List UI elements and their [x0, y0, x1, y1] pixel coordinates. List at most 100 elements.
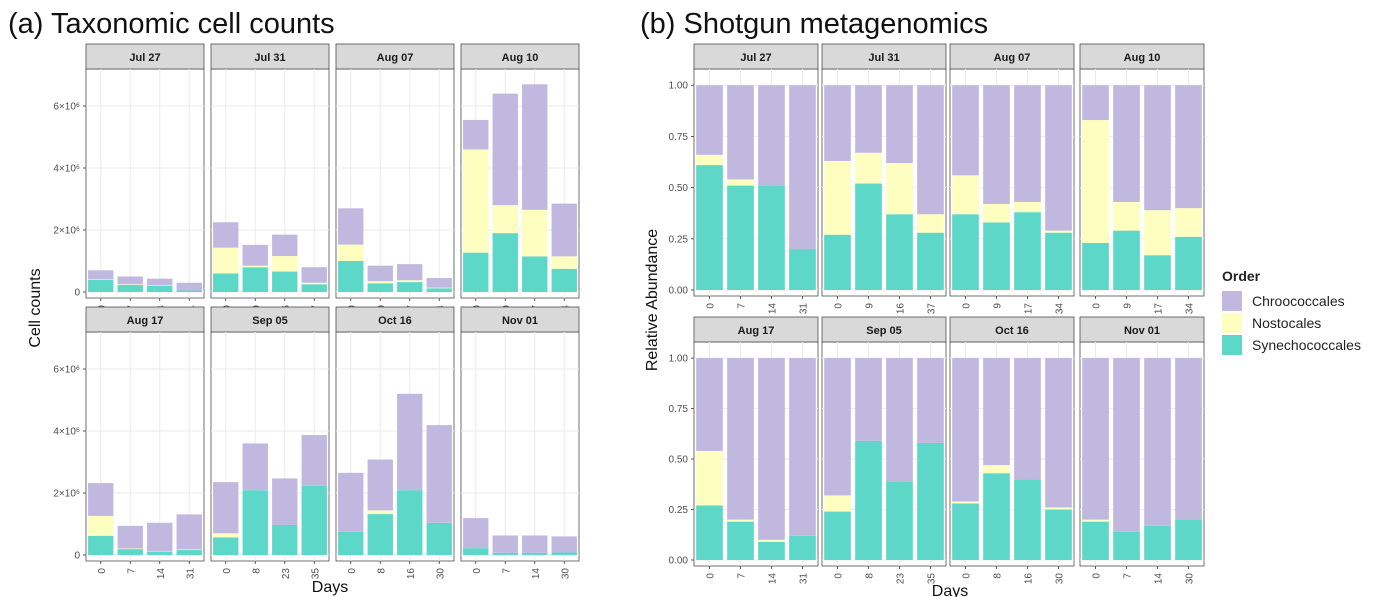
- c1-p6-xtick-label-3: 30: [1055, 573, 1066, 585]
- c0-p6-bar-3-chr: [426, 425, 452, 523]
- c1-p4-ytick-label-3: 0.75: [669, 404, 689, 415]
- c0-p7-xtick-label-2: 14: [531, 568, 542, 580]
- c1-p3-bar-3-chr: [1175, 85, 1202, 209]
- c1-p7-bar-3-syn: [1175, 519, 1202, 560]
- c1-p5-bar-0-chr: [824, 358, 851, 496]
- c1-p0-xtick-label-2: 14: [768, 303, 779, 315]
- c1-p3-bar-0-syn: [1082, 242, 1109, 290]
- c1-p0-bar-3-chr: [789, 85, 816, 250]
- c1-p7-xtick-label-2: 14: [1154, 573, 1165, 585]
- c0-p3-bar-2-chr: [522, 84, 548, 210]
- c1-p2-bar-3-nos: [1045, 230, 1072, 233]
- c1-p5-bar-0-syn: [824, 511, 851, 560]
- c0-p5-xtick-label-3: 35: [310, 568, 321, 580]
- legend: Order Chroococcales Nostocales Synechoco…: [1222, 268, 1361, 356]
- c0-p6-xtick-label-0: 0: [347, 568, 358, 574]
- c0-p0-ytick-label-1: 2×10⁶: [53, 226, 80, 237]
- c0-p0-bar-1-syn: [117, 284, 143, 292]
- c0-p2-bar-2-syn: [397, 282, 423, 292]
- c0-p0-strip-label: Jul 27: [129, 52, 160, 64]
- c0-p6-strip-label: Oct 16: [378, 315, 412, 327]
- c0-x-axis-title: Days: [312, 579, 348, 596]
- c1-p5-xtick-label-0: 0: [834, 573, 845, 579]
- c0-p4-bar-0-syn: [88, 535, 114, 555]
- c0-p2-bar-0-syn: [338, 261, 364, 292]
- c1-p2-xtick-label-3: 34: [1055, 303, 1066, 315]
- c0-p5-strip-label: Sep 05: [252, 315, 287, 327]
- c1-p4-bar-3-syn: [789, 535, 816, 560]
- c1-p6-strip-label: Oct 16: [995, 325, 1029, 337]
- c1-p6-xtick-label-1: 8: [993, 573, 1004, 579]
- c0-p5-bar-3-chr: [301, 435, 327, 486]
- c0-p0-ytick-label-3: 6×10⁶: [53, 102, 80, 113]
- c1-p3-xtick-label-1: 9: [1123, 303, 1134, 309]
- c0-p1-bar-0-nos: [213, 247, 239, 274]
- c1-p4-ytick-label-4: 1.00: [669, 354, 689, 365]
- c0-p3-bar-1-chr: [492, 93, 518, 206]
- c0-p0-bar-0-syn: [88, 279, 114, 292]
- legend-label-synechococcales: Synechococcales: [1252, 337, 1361, 353]
- c1-p0-bar-0-syn: [696, 165, 723, 290]
- c0-p5-xtick-label-0: 0: [222, 568, 233, 574]
- c1-p1-bar-0-syn: [824, 234, 851, 290]
- c1-p4-bar-1-syn: [727, 521, 754, 560]
- c1-p3-bar-1-chr: [1113, 85, 1140, 202]
- c1-p7-strip: [1079, 316, 1205, 343]
- c1-p7-bar-1-syn: [1113, 531, 1140, 560]
- c0-p0-bar-2-chr: [147, 278, 173, 286]
- c1-p5-bar-0-nos: [824, 495, 851, 512]
- legend-item-synechococcales: Synechococcales: [1222, 334, 1361, 356]
- c1-p7-bar-2-chr: [1144, 358, 1171, 526]
- c1-p0-ytick-label-3: 0.75: [669, 132, 689, 143]
- c1-p6-bar-3-chr: [1045, 358, 1072, 508]
- c0-p3-bar-3-chr: [551, 203, 577, 257]
- c1-p0-bar-2-chr: [758, 85, 785, 186]
- c1-p0-strip: [693, 43, 819, 70]
- c1-p5-bar-3-chr: [917, 358, 944, 443]
- c0-p2-bar-3-nos: [426, 287, 452, 289]
- c0-p4-xtick-label-3: 31: [185, 568, 196, 580]
- c1-p2-bar-0-nos: [952, 175, 979, 215]
- c0-p2-bar-0-chr: [338, 208, 364, 245]
- c1-p6-strip: [949, 316, 1075, 343]
- c0-p0-bar-1-nos: [117, 284, 143, 285]
- c1-p0-ytick-label-2: 0.50: [669, 183, 689, 194]
- c0-p4-bar-2-syn: [147, 551, 173, 555]
- c0-p7-bar-2-chr: [522, 535, 548, 553]
- c1-p6-bar-0-syn: [952, 503, 979, 560]
- c1-p0-xtick-label-3: 31: [799, 303, 810, 315]
- c0-p4-bar-2-nos: [147, 550, 173, 552]
- c1-p4-bar-1-chr: [727, 358, 754, 520]
- c1-p0-strip-label: Jul 27: [740, 52, 771, 64]
- legend-swatch-synechococcales: [1222, 335, 1242, 355]
- c0-p2-bar-0-nos: [338, 244, 364, 261]
- c0-p6-bar-0-chr: [338, 472, 364, 532]
- c0-p6-bar-3-syn: [426, 522, 452, 555]
- c0-p3-bar-0-chr: [463, 119, 489, 150]
- c1-p6-xtick-label-0: 0: [962, 573, 973, 579]
- c1-p2-bar-2-syn: [1014, 212, 1041, 290]
- c0-p5-bar-1-syn: [242, 490, 268, 555]
- c1-p3-strip: [1079, 43, 1205, 70]
- c0-p4-strip: [85, 306, 205, 333]
- c1-p2-bar-1-chr: [983, 85, 1010, 204]
- c0-p4-ytick-label-3: 6×10⁶: [53, 365, 80, 376]
- c0-p7-bar-0-chr: [463, 518, 489, 549]
- c1-p1-bar-0-nos: [824, 161, 851, 235]
- legend-item-nostocales: Nostocales: [1222, 312, 1361, 334]
- c0-p6-bar-0-syn: [338, 531, 364, 555]
- c0-p7-bar-2-syn: [522, 552, 548, 555]
- c0-p3-strip: [460, 43, 580, 70]
- c1-p2-bar-2-chr: [1014, 85, 1041, 202]
- c1-p4-ytick-label-2: 0.50: [669, 455, 689, 466]
- c0-p0-bar-0-chr: [88, 270, 114, 279]
- c1-p4-bar-2-chr: [758, 358, 785, 540]
- c1-p4-bar-0-chr: [696, 358, 723, 451]
- c0-p7-xtick-label-1: 7: [501, 568, 512, 574]
- c1-p7-xtick-label-1: 7: [1123, 573, 1134, 579]
- c1-p5-xtick-label-2: 23: [896, 573, 907, 585]
- c1-p4-bar-0-nos: [696, 450, 723, 506]
- c1-p6-bar-0-nos: [952, 501, 979, 504]
- c0-p4-strip-label: Aug 17: [127, 315, 164, 327]
